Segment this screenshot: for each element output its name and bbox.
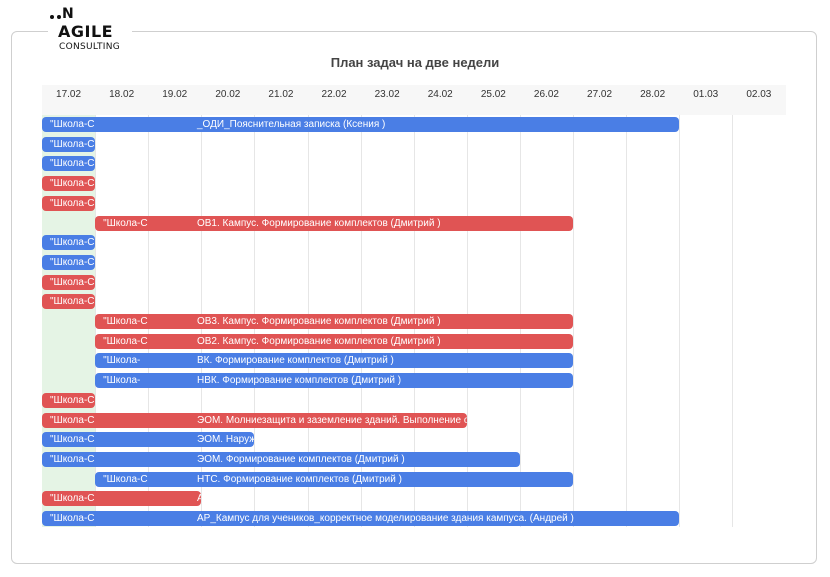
task-project-label: "Школа-С — [50, 237, 95, 249]
task-project-label: "Школа-С — [50, 197, 95, 209]
date-header-cell: 21.02 — [268, 89, 294, 100]
task-name-label: ЭОМ. Наружное освеще — [197, 434, 255, 446]
task-project-label: "Школа-С — [50, 178, 95, 190]
task-bar[interactable]: "Школа-С ЭОМ. Формирование комплектов (Дм… — [42, 451, 520, 467]
task-name-label: ОВ3. Кампус. Формирование комплектов (Дм… — [196, 316, 441, 327]
date-header-cell: 02.03 — [746, 89, 772, 100]
logo-subtitle: CONSULTING — [59, 42, 121, 52]
task-name-label: АР_Кампус для учеников_корректное модели… — [197, 513, 574, 524]
date-header-cell: 25.02 — [480, 89, 506, 100]
date-header-cell: 26.02 — [533, 89, 559, 100]
date-header-cell: 22.02 — [321, 89, 347, 100]
task-project-label: "Школа-С — [50, 158, 95, 170]
task-bar[interactable]: "Школа-С АР_Кампус для учеников_корректно… — [42, 511, 680, 526]
task-bar[interactable]: "Школа-С _ОДИ_Пояснительная записка (Ксен… — [42, 117, 680, 132]
task-project-label: "Школа- — [103, 375, 141, 387]
date-header-cell: 18.02 — [109, 89, 135, 100]
task-bar[interactable]: "Школа-С — [42, 294, 96, 310]
date-header: 17.02 18.02 19.02 20.02 21.02 22.02 23.02 24.02… — [42, 85, 786, 115]
task-bar[interactable]: "Школа- НВК. Формирование комплектов (Дми… — [95, 373, 573, 389]
task-bar[interactable]: "Школа-С — [42, 254, 96, 270]
card-frame — [11, 31, 817, 564]
grid-line — [626, 115, 628, 527]
task-name-label: ЭОМ. Молниезащита и заземление зданий. В… — [197, 414, 467, 426]
task-name-label: ОВ1. Кампус. Формирование комплектов (Дм… — [196, 217, 441, 229]
task-bar[interactable]: "Школа-С НТС. Формирование комплектов (Дм… — [95, 471, 573, 487]
task-project-label: "Школа-С — [50, 493, 95, 505]
task-bar[interactable]: "Школа-С — [42, 392, 96, 408]
task-project-label: "Школа-С — [50, 394, 95, 406]
task-bar[interactable]: "Школа-С ЭОМ. Молниезащита и заземление з… — [42, 412, 467, 428]
task-project-label: "Школа-С — [103, 217, 148, 229]
task-bar[interactable]: "Школа-С — [42, 156, 96, 172]
date-header-cell: 17.02 — [56, 89, 82, 100]
task-project-label: "Школа-С — [50, 256, 95, 268]
task-project-label: "Школа-С — [50, 296, 95, 308]
task-project-label: "Школа-С — [103, 335, 148, 347]
date-header-cell: 20.02 — [215, 89, 241, 100]
task-name-label: ВК. Формирование комплектов (Дмитрий ) — [196, 355, 394, 367]
task-bar[interactable]: "Школа-С — [42, 136, 96, 152]
logo-name: AGILE — [58, 22, 114, 41]
date-header-cell: 01.03 — [693, 89, 719, 100]
task-bar[interactable]: "Школа-С АР_Блок Е (па — [42, 491, 202, 507]
date-header-cell: 24.02 — [427, 89, 453, 100]
task-bar[interactable]: "Школа-С — [42, 274, 96, 290]
task-project-label: "Школа-С — [50, 414, 95, 426]
logo-mark: N — [62, 6, 75, 22]
task-bar[interactable]: "Школа-С — [42, 235, 96, 251]
grid-line — [679, 115, 681, 527]
task-project-label: "Школа-С — [103, 316, 148, 327]
task-bar[interactable]: "Школа-С — [42, 176, 96, 192]
page-title: План задач на две недели — [330, 55, 500, 70]
date-header-cell: 23.02 — [374, 89, 400, 100]
date-header-cell: 27.02 — [587, 89, 613, 100]
task-bar[interactable]: "Школа-С ОВ1. Кампус. Формирование компле… — [95, 215, 573, 231]
logo-dots — [50, 15, 61, 19]
task-project-label: "Школа-С — [50, 119, 95, 130]
grid-line — [573, 115, 574, 527]
task-bar[interactable]: "Школа-С — [42, 195, 96, 211]
task-name-label: ЭОМ. Формирование комплектов (Дмитрий ) — [197, 453, 405, 465]
task-bar[interactable]: "Школа-С ОВ3. Кампус. Формирование компле… — [95, 314, 573, 329]
task-bar[interactable]: "Школа-С ОВ2. Кампус. Формирование компле… — [95, 333, 573, 349]
task-project-label: "Школа-С — [50, 138, 95, 150]
task-name-label: АР_Блок Е (па — [197, 493, 202, 505]
company-logo: N AGILE CONSULTING — [48, 6, 132, 52]
task-name-label: НВК. Формирование комплектов (Дмитрий ) — [196, 375, 402, 387]
task-name-label: ОВ2. Кампус. Формирование комплектов (Дм… — [196, 335, 441, 347]
task-name-label: НТС. Формирование комплектов (Дмитрий ) — [196, 473, 402, 485]
task-bar[interactable]: "Школа-С ЭОМ. Наружное освеще — [42, 432, 255, 448]
task-project-label: "Школа-С — [103, 473, 148, 485]
task-name-label: _ОДИ_Пояснительная записка (Ксения ) — [197, 119, 386, 130]
task-project-label: "Школа-С — [50, 513, 95, 524]
task-project-label: "Школа- — [103, 355, 141, 367]
grid-line — [732, 115, 734, 527]
task-project-label: "Школа-С — [50, 276, 95, 288]
task-bar[interactable]: "Школа- ВК. Формирование комплектов (Дмит… — [95, 353, 573, 369]
date-header-cell: 19.02 — [162, 89, 188, 100]
gantt-chart: 17.02 18.02 19.02 20.02 21.02 22.02 23.02 24.02… — [42, 85, 786, 527]
date-header-cell: 28.02 — [640, 89, 666, 100]
task-project-label: "Школа-С — [50, 434, 95, 446]
task-project-label: "Школа-С — [50, 453, 95, 465]
